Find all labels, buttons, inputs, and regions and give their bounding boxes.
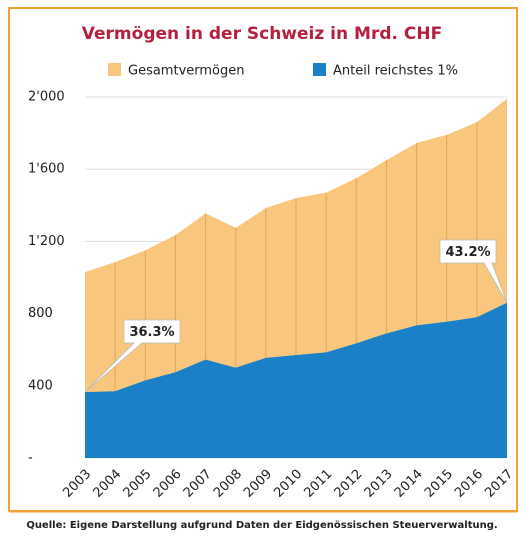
y-tick-label: 1'600 [28,162,65,177]
y-tick-label: - [28,451,33,466]
callout-box [84,319,181,393]
legend-swatch [313,63,326,76]
callout-label: 43.2% [445,245,490,260]
callout-box [439,239,508,303]
legend-label: Gesamtvermögen [128,64,245,79]
area [85,302,507,458]
legend-label: Anteil reichstes 1% [333,64,458,79]
source: Quelle: Eigene Darstellung aufgrund Date… [26,520,497,531]
y-tick-label: 1'200 [28,234,65,249]
y-tick-label: 2'000 [28,90,65,105]
callout-label: 36.3% [129,325,174,340]
chart-title: Vermögen in der Schweiz in Mrd. CHF [82,24,442,44]
y-tick-label: 400 [28,378,53,393]
legend-swatch [108,63,121,76]
y-tick-label: 800 [28,306,53,321]
